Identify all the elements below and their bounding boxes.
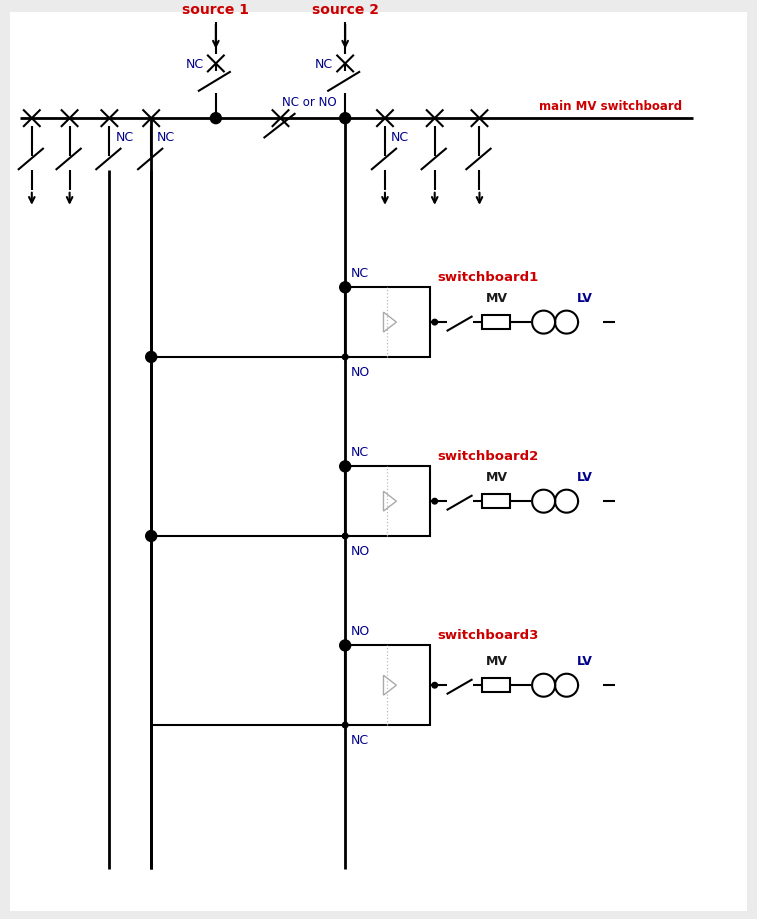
- Text: MV: MV: [485, 292, 507, 305]
- Bar: [482, 678, 510, 692]
- Circle shape: [340, 641, 350, 652]
- Circle shape: [340, 282, 350, 293]
- Text: NO: NO: [351, 366, 370, 379]
- Text: LV: LV: [577, 292, 593, 305]
- Circle shape: [342, 355, 348, 360]
- Text: NC: NC: [351, 733, 369, 746]
- Circle shape: [340, 114, 350, 124]
- Text: switchboard1: switchboard1: [438, 271, 539, 284]
- Text: main MV switchboard: main MV switchboard: [539, 100, 682, 113]
- Circle shape: [342, 464, 348, 470]
- Circle shape: [342, 534, 348, 539]
- Text: NC: NC: [315, 58, 333, 71]
- Circle shape: [340, 461, 350, 472]
- Text: source 1: source 1: [182, 3, 249, 17]
- Text: MV: MV: [485, 471, 507, 483]
- Text: NC: NC: [185, 58, 204, 71]
- Bar: [345, 288, 430, 357]
- Circle shape: [145, 531, 157, 542]
- Circle shape: [342, 285, 348, 290]
- Circle shape: [432, 499, 438, 505]
- Circle shape: [342, 643, 348, 649]
- Circle shape: [432, 683, 438, 688]
- Text: NC: NC: [351, 446, 369, 459]
- Text: NC or NO: NC or NO: [282, 96, 337, 109]
- Text: NC: NC: [351, 267, 369, 280]
- Circle shape: [145, 352, 157, 363]
- Text: LV: LV: [577, 654, 593, 667]
- Bar: [345, 646, 430, 725]
- Text: NO: NO: [351, 625, 370, 638]
- Text: NC: NC: [391, 130, 409, 143]
- Text: source 2: source 2: [312, 3, 378, 17]
- Circle shape: [210, 114, 221, 124]
- Circle shape: [342, 722, 348, 728]
- Text: switchboard2: switchboard2: [438, 450, 539, 463]
- Text: LV: LV: [577, 471, 593, 483]
- Text: NC: NC: [115, 130, 133, 143]
- Text: NO: NO: [351, 544, 370, 557]
- Text: switchboard3: switchboard3: [438, 629, 539, 641]
- Bar: [345, 467, 430, 537]
- Circle shape: [432, 320, 438, 325]
- Text: MV: MV: [485, 654, 507, 667]
- Bar: [482, 494, 510, 508]
- Text: NC: NC: [157, 130, 176, 143]
- Bar: [482, 316, 510, 330]
